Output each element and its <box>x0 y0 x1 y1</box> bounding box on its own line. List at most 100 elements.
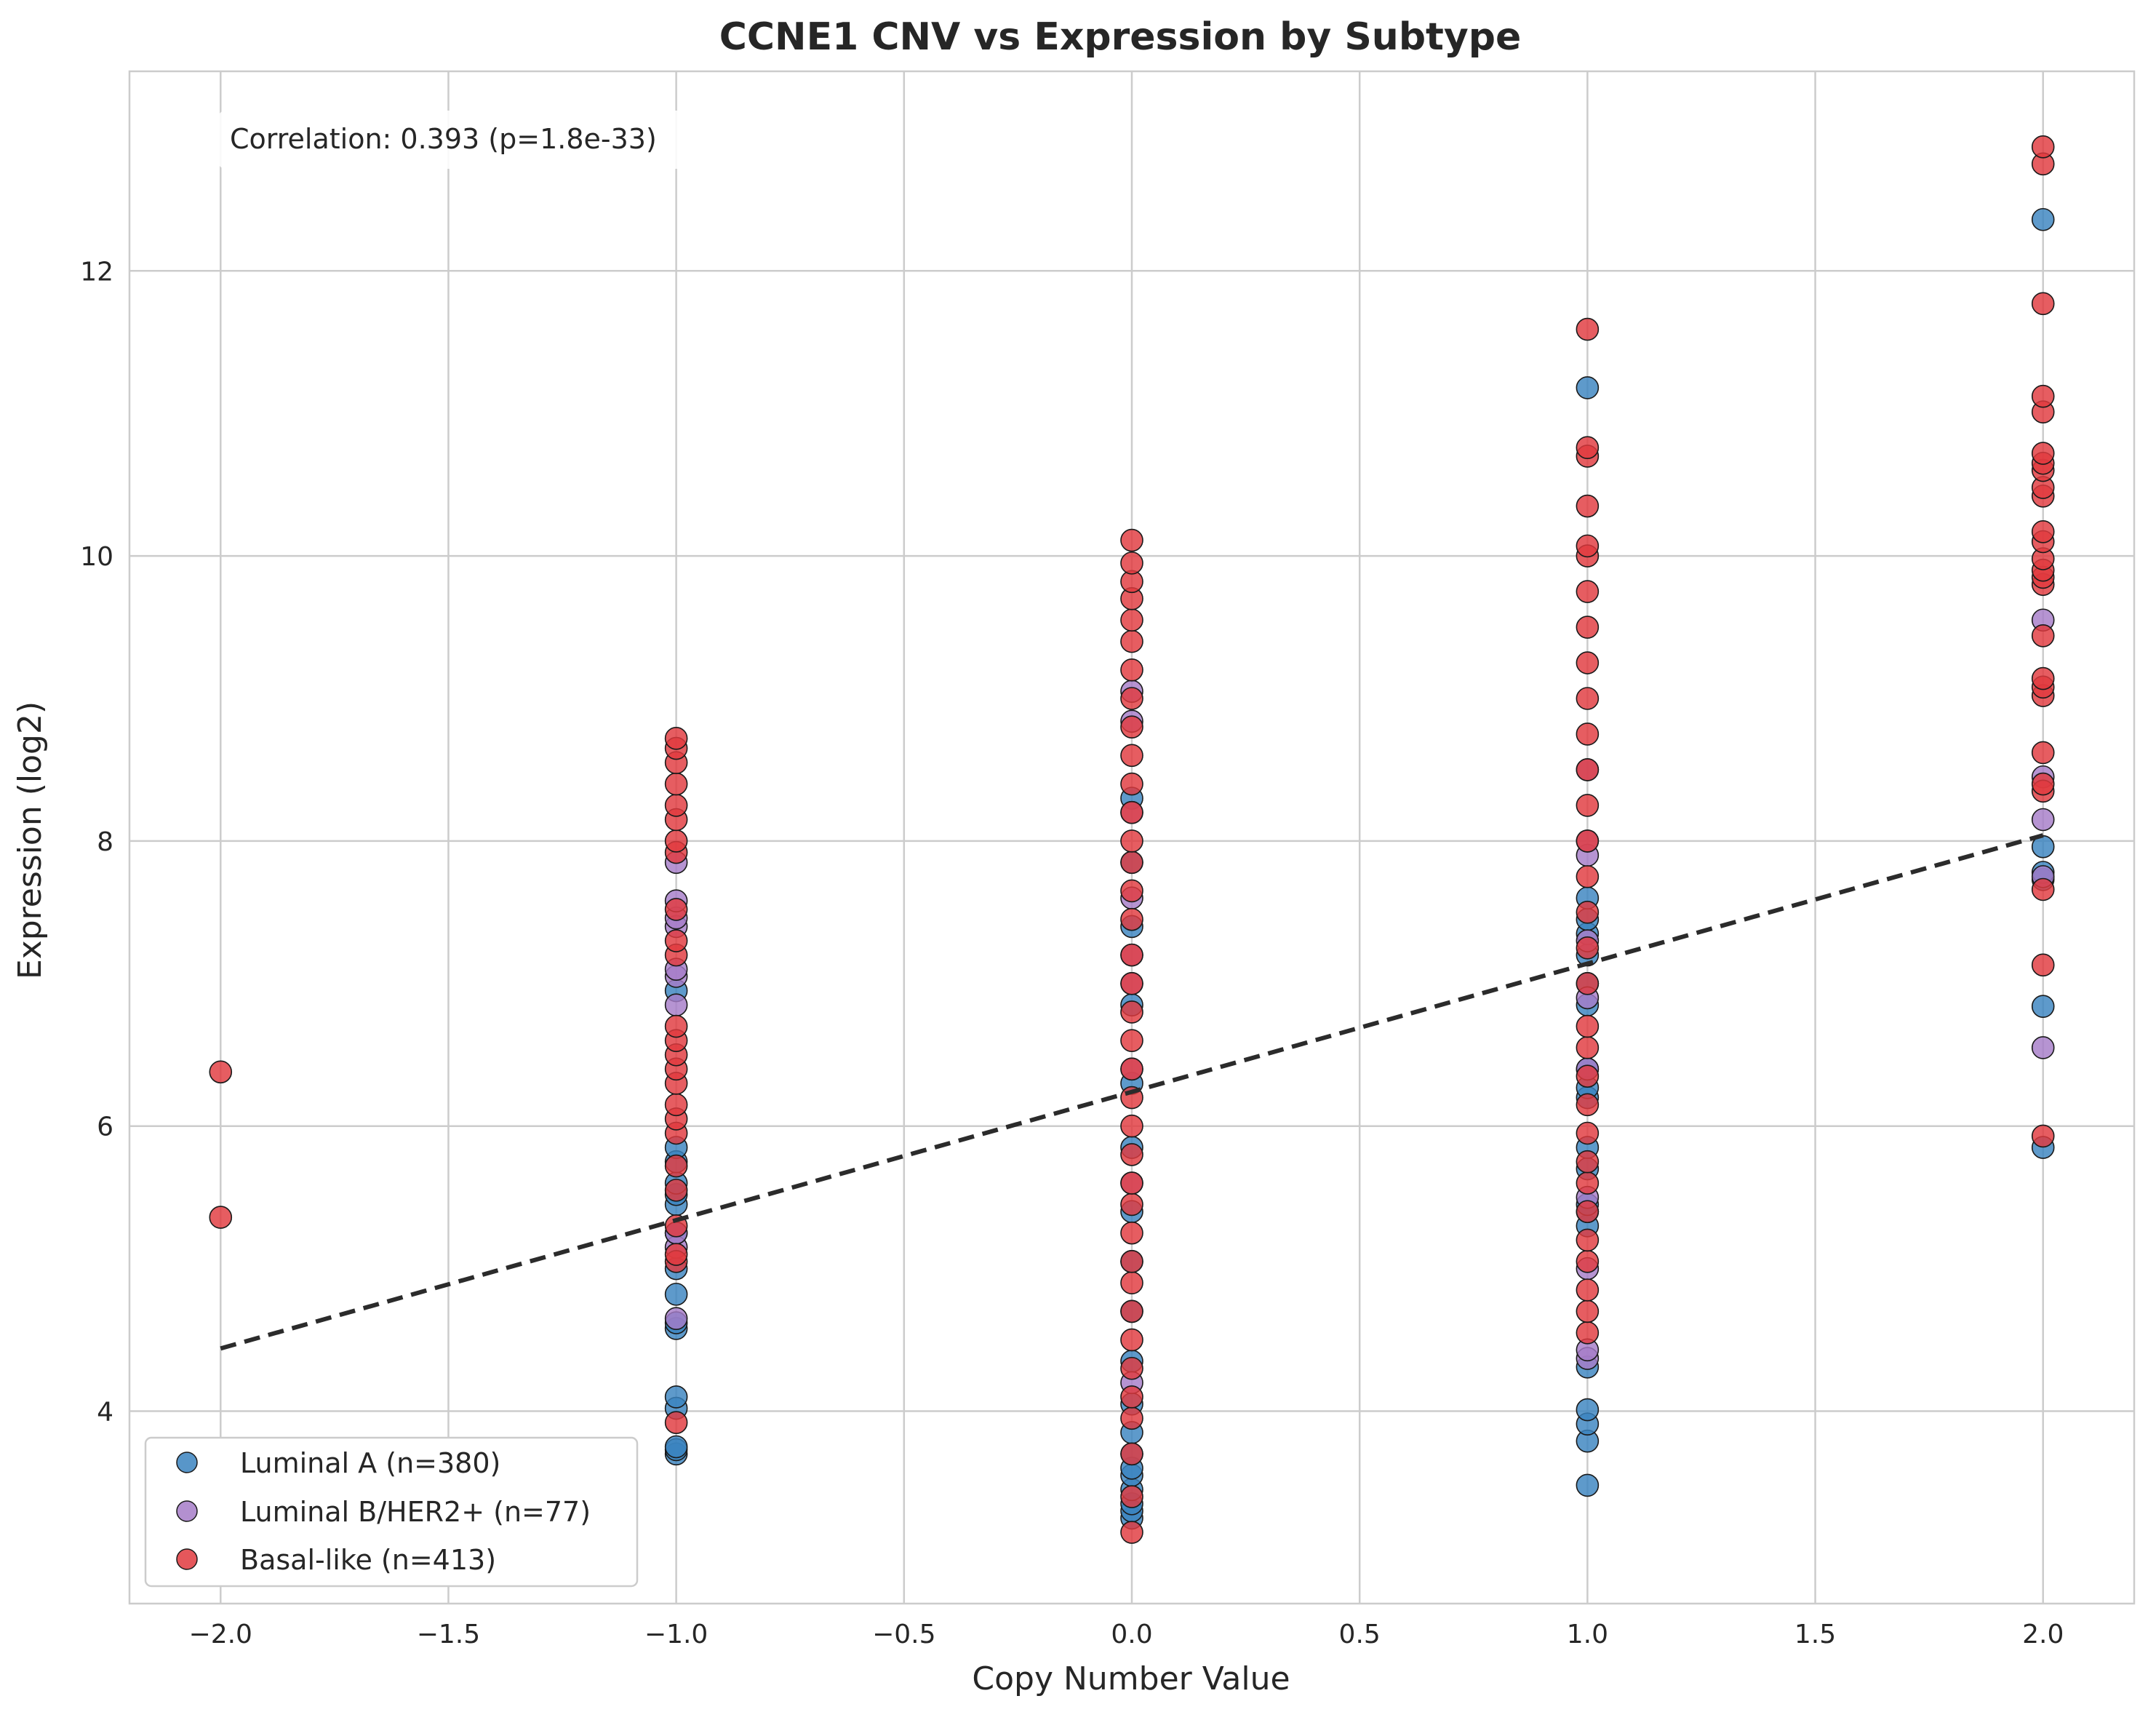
data-point <box>1576 436 1600 459</box>
data-point <box>1576 901 1600 924</box>
data-point <box>2031 442 2055 465</box>
regression-trendline <box>220 833 2044 1351</box>
data-point <box>1576 1093 1600 1117</box>
data-point <box>1576 1228 1600 1252</box>
x-tick-label: −1.0 <box>644 1620 708 1649</box>
data-point <box>664 1154 688 1178</box>
x-tick-label: 1.5 <box>1794 1620 1836 1649</box>
data-point <box>1576 1299 1600 1323</box>
correlation-annotation: Correlation: 0.393 (p=1.8e-33) <box>230 123 657 155</box>
legend-marker-luminal-a <box>176 1452 198 1473</box>
data-point <box>664 1014 688 1038</box>
data-point <box>209 1060 233 1084</box>
data-point <box>664 929 688 952</box>
data-point <box>664 727 688 750</box>
data-point <box>1576 651 1600 674</box>
data-point <box>2031 877 2055 901</box>
legend-frame <box>144 1436 639 1588</box>
data-point <box>664 829 688 853</box>
data-point <box>209 1206 233 1229</box>
data-point <box>1120 851 1143 875</box>
data-point <box>664 1243 688 1266</box>
data-point <box>1120 1406 1143 1430</box>
data-point <box>664 1385 688 1409</box>
data-point <box>1120 943 1143 967</box>
data-point <box>1576 1036 1600 1059</box>
y-tick-label: 10 <box>80 542 113 572</box>
data-point <box>1576 1321 1600 1345</box>
data-point <box>1120 907 1143 931</box>
series-2 <box>209 135 2055 1544</box>
data-point <box>2031 995 2055 1018</box>
legend-label-luminal-b-her2: Luminal B/HER2+ (n=77) <box>240 1496 591 1528</box>
data-point <box>1120 772 1143 796</box>
legend-label-basal-like: Basal-like (n=413) <box>240 1544 496 1576</box>
data-point <box>1576 1171 1600 1195</box>
data-point <box>1120 1328 1143 1352</box>
data-point <box>2031 519 2055 544</box>
data-point <box>2031 1124 2055 1148</box>
data-point <box>1576 1398 1600 1422</box>
data-point <box>1120 658 1143 682</box>
y-tick-label: 8 <box>97 827 113 857</box>
data-point <box>664 898 688 921</box>
data-point <box>1576 534 1600 558</box>
data-point <box>1576 972 1600 995</box>
data-point <box>664 993 688 1016</box>
data-point <box>1120 1114 1143 1138</box>
data-point <box>664 1307 688 1330</box>
x-tick-label: −1.5 <box>417 1620 480 1649</box>
legend-label-luminal-a: Luminal A (n=380) <box>240 1447 500 1479</box>
data-point <box>1120 715 1143 738</box>
data-point <box>1120 1143 1143 1166</box>
points-layer <box>209 135 2055 1544</box>
data-point <box>1120 1000 1143 1024</box>
legend: Luminal A (n=380) Luminal B/HER2+ (n=77)… <box>144 1436 639 1588</box>
data-point <box>1120 972 1143 995</box>
data-point <box>1576 494 1600 518</box>
data-point <box>1120 629 1143 653</box>
x-tick-label: 0.5 <box>1339 1620 1381 1649</box>
chart-title: CCNE1 CNV vs Expression by Subtype <box>719 15 1522 59</box>
data-point <box>1120 1057 1143 1081</box>
data-point <box>1576 1250 1600 1273</box>
y-tick-label: 6 <box>97 1112 113 1142</box>
x-tick-label: 1.0 <box>1567 1620 1608 1649</box>
data-point <box>664 1411 688 1434</box>
y-tick-label: 12 <box>80 257 113 287</box>
data-point <box>1576 794 1600 817</box>
data-point <box>1120 1271 1143 1295</box>
data-point <box>1576 1278 1600 1302</box>
tick-labels: −2.0 −1.5 −1.0 −0.5 0.0 0.5 1.0 1.5 2.0 4 6 8 10 12 <box>80 257 2064 1649</box>
data-point <box>1576 687 1600 710</box>
data-point <box>664 1179 688 1202</box>
data-point <box>1120 1442 1143 1466</box>
data-point <box>1576 758 1600 781</box>
data-point <box>2031 953 2055 977</box>
data-point <box>1576 936 1600 960</box>
data-point <box>664 772 688 796</box>
data-point <box>664 1435 688 1459</box>
x-tick-label: 2.0 <box>2022 1620 2064 1649</box>
data-point <box>664 1283 688 1306</box>
data-point <box>2031 384 2055 408</box>
data-point <box>1576 829 1600 853</box>
data-point <box>1576 616 1600 639</box>
data-point <box>1120 687 1143 710</box>
y-tick-label: 4 <box>97 1398 113 1428</box>
data-point <box>1576 722 1600 746</box>
data-point <box>1120 528 1143 552</box>
data-point <box>664 1093 688 1117</box>
data-point <box>1120 1299 1143 1323</box>
data-point <box>1120 1171 1143 1195</box>
data-point <box>2031 1036 2055 1059</box>
data-point <box>1576 1150 1600 1174</box>
data-point <box>1120 552 1143 575</box>
data-point <box>1120 1385 1143 1409</box>
data-point <box>1576 580 1600 603</box>
x-tick-label: −0.5 <box>872 1620 935 1649</box>
data-point <box>1576 1121 1600 1145</box>
x-tick-label: 0.0 <box>1111 1620 1152 1649</box>
data-point <box>2031 741 2055 765</box>
